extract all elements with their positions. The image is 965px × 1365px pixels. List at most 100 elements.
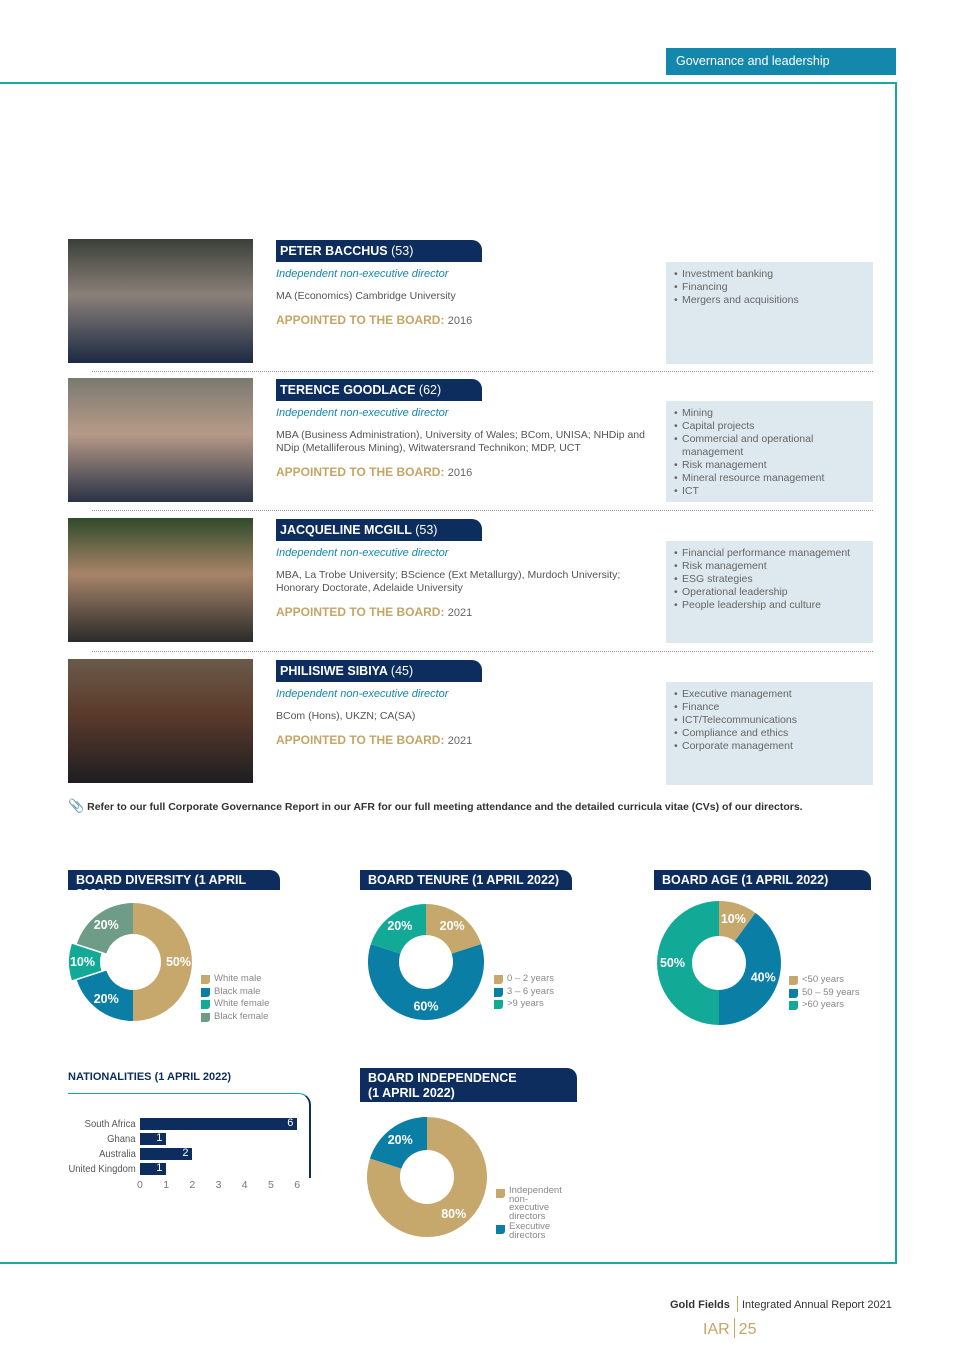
footer-brand: Gold Fields Integrated Annual Report 202… [670,1296,892,1312]
slice-label: 10% [70,955,95,969]
donut-slice [719,901,756,942]
director-role: Independent non-executive director [276,547,449,559]
expertise-item: Compliance and ethics [674,727,865,740]
expertise-item: Risk management [674,459,865,472]
legend-swatch [494,1000,503,1009]
expertise-item: Investment banking [674,268,865,281]
bar-category-label: United Kingdom [68,1163,136,1175]
expertise-item: ICT [674,485,865,498]
slice-label: 50% [166,955,191,969]
donut-slice [133,903,192,1021]
bar [140,1133,167,1145]
legend-label: White male [214,973,262,984]
legend-item: 3 – 6 years [494,986,554,999]
director-name: PHILISIWE SIBIYA (45) [276,660,482,682]
expertise-item: People leadership and culture [674,599,865,612]
note-text: Refer to our full Corporate Governance R… [87,801,803,813]
bar-value-label: 1 [156,1162,163,1174]
legend-label: 3 – 6 years [507,985,554,997]
donut-slice [370,904,426,954]
bar [140,1118,298,1130]
legend-swatch [201,987,210,997]
legend: <50 years 50 – 59 years >60 years [789,974,860,1012]
expertise-item: Financial performance management [674,547,865,560]
expertise-item: Financing [674,281,865,294]
title-line: BOARD INDEPENDENCE [368,1071,517,1085]
name: PHILISIWE SIBIYA [280,664,388,678]
donut-slice [367,1117,488,1237]
x-tick-label: 0 [137,1179,143,1191]
appointed-label: APPOINTED TO THE BOARD: [276,605,445,619]
slice-label: 20% [387,919,412,933]
name: TERENCE GOODLACE [280,383,416,397]
appointed-label: APPOINTED TO THE BOARD: [276,465,445,479]
expertise-item: Capital projects [674,420,865,433]
director-photo [68,659,253,783]
appointed-label: APPOINTED TO THE BOARD: [276,733,445,747]
appointed: APPOINTED TO THE BOARD: 2021 [276,605,472,619]
title-line: (1 APRIL 2022) [368,1086,455,1100]
slice-label: 20% [94,992,119,1006]
separator [92,510,873,511]
legend-item: Black female [201,1011,269,1024]
legend-swatch [201,1012,210,1022]
slice-label: 50% [660,956,685,970]
slice-label: 80% [441,1207,466,1221]
section-tab: Governance and leadership [666,48,896,75]
slice-label: 10% [721,912,746,926]
appointed-year: 2021 [447,735,473,747]
chart-title: BOARD AGE (1 APRIL 2022) [654,870,871,890]
expertise-item: ICT/Telecommunications [674,714,865,727]
expertise-list: Executive managementFinanceICT/Telecommu… [666,682,873,785]
legend-item: White male [201,973,269,986]
legend-label: >9 years [507,998,544,1009]
director-role: Independent non-executive director [276,268,449,280]
expertise-item: ESG strategies [674,573,865,586]
legend-item: 50 – 59 years [789,987,860,1000]
legend-item: >9 years [494,998,554,1011]
legend-item: Executive directors [496,1222,568,1242]
legend-item: <50 years [789,974,860,987]
slice-label: 60% [413,1000,438,1014]
x-tick-label: 4 [241,1179,248,1191]
appointed-year: 2016 [447,467,473,479]
separator [92,371,873,372]
director-photo [68,239,253,363]
x-tick-label: 1 [163,1179,170,1191]
legend-swatch [494,987,503,997]
legend-label: Black male [214,985,261,997]
separator [92,651,873,652]
legend: Independent non-executive directors Execu… [496,1186,568,1242]
chart-title: BOARD TENURE (1 APRIL 2022) [360,870,572,890]
x-tick-label: 2 [189,1179,196,1191]
director-role: Independent non-executive director [276,688,449,700]
bar [140,1148,193,1160]
appointed-year: 2016 [447,315,473,327]
slice-label: 20% [94,918,119,932]
legend-label: >60 years [802,999,844,1010]
bar-value-label: 2 [182,1147,189,1159]
donut-slice [368,944,484,1020]
director-photo [68,378,253,502]
name: PETER BACCHUS [280,244,388,258]
expertise-item: Commercial and operational management [674,433,865,459]
appointed-label: APPOINTED TO THE BOARD: [276,313,445,327]
expertise-item: Operational leadership [674,586,865,599]
bar-category-label: Ghana [107,1133,136,1145]
legend-item: 0 – 2 years [494,973,554,986]
legend-label: White female [214,998,270,1009]
expertise-list: MiningCapital projectsCommercial and ope… [666,401,873,502]
age: (53) [391,244,414,258]
director-qualifications: MA (Economics) Cambridge University [276,290,456,302]
legend-swatch [789,976,798,985]
bar-value-label: 1 [156,1132,163,1144]
expertise-list: Investment bankingFinancingMergers and a… [666,262,873,364]
legend-label: <50 years [802,974,844,985]
slice-label: 20% [440,919,465,933]
donut-slice [69,943,102,981]
director-qualifications: MBA, La Trobe University; BScience (Ext … [276,569,621,594]
brand-name: Gold Fields [670,1299,730,1311]
legend: 0 – 2 years 3 – 6 years >9 years [494,973,554,1011]
legend-label: 50 – 59 years [802,986,860,998]
